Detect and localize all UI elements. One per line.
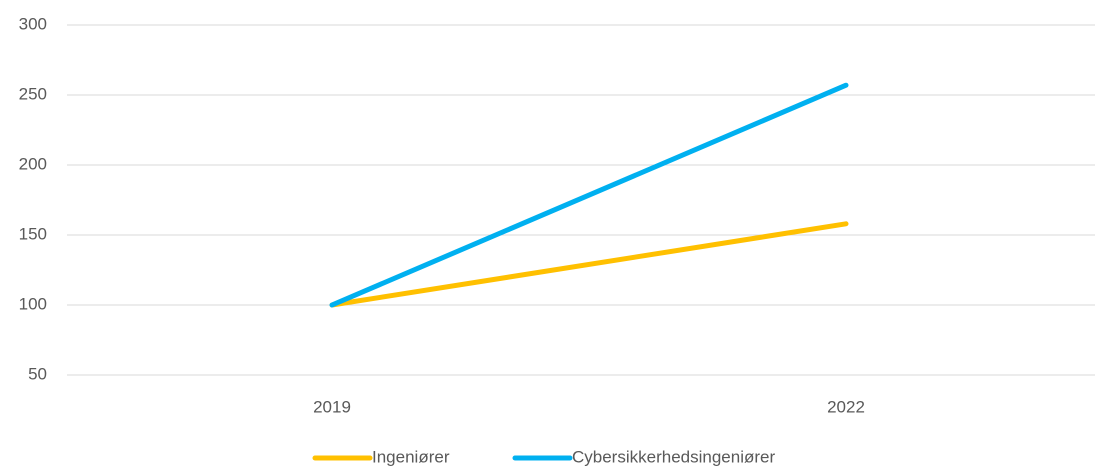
y-tick-label: 150 [19, 224, 47, 243]
series-line [329, 82, 849, 308]
x-tick-label: 2019 [313, 397, 351, 416]
y-tick-label: 100 [19, 294, 47, 313]
legend-label: Cybersikkerhedsingeniører [572, 447, 775, 466]
series-line [329, 221, 849, 308]
y-tick-label: 50 [28, 364, 47, 383]
y-tick-label: 200 [19, 154, 47, 173]
legend-label: Ingeniører [372, 447, 450, 466]
y-tick-label: 300 [19, 14, 47, 33]
y-tick-label: 250 [19, 84, 47, 103]
x-tick-label: 2022 [827, 397, 865, 416]
